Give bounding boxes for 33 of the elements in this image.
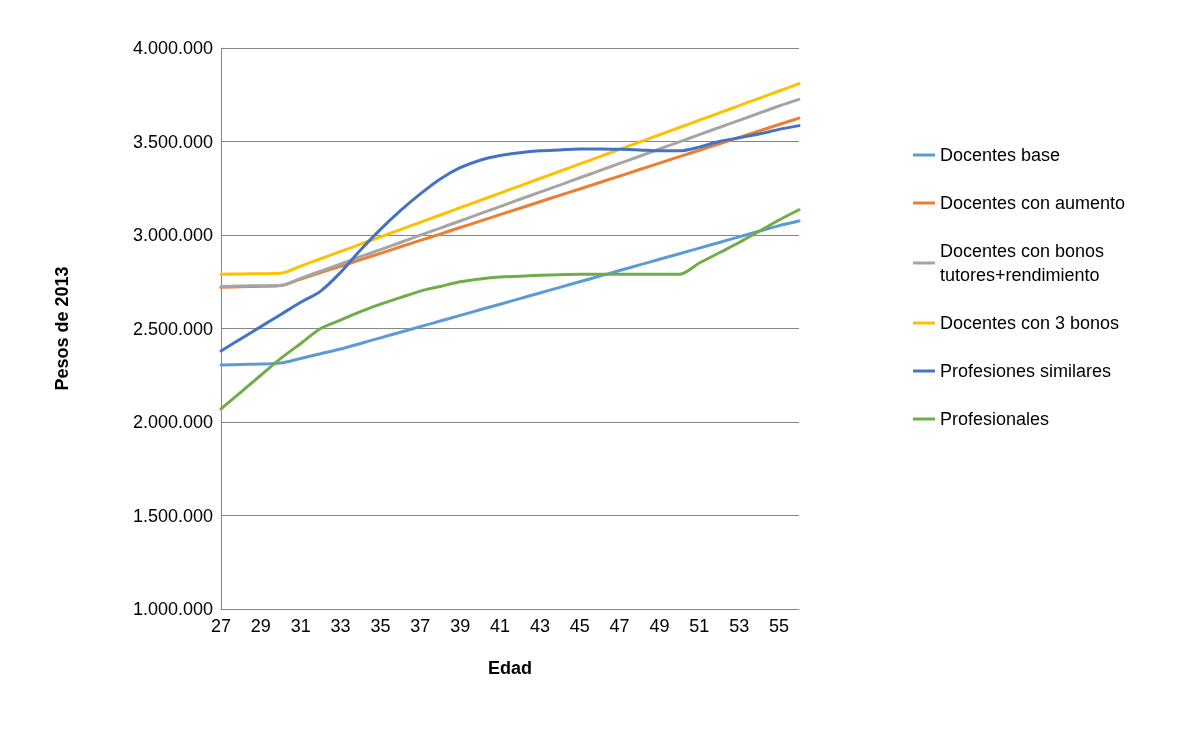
x-tick-label: 31 [290,616,311,636]
legend-label: Docentes base [940,145,1061,165]
y-tick-label: 2.500.000 [132,318,213,339]
x-tick-label: 37 [410,616,431,636]
x-tick-label: 49 [649,616,670,636]
legend-label: Docentes con aumento [940,193,1126,213]
x-tick-label: 27 [210,616,232,636]
x-tick-label: 53 [729,616,750,636]
x-tick-label: 51 [689,616,710,636]
x-tick-label: 33 [330,616,351,636]
line-series [219,124,801,353]
x-tick-label: 47 [609,616,630,636]
x-tick-label: 35 [370,616,391,636]
x-tick-label: 39 [450,616,471,636]
y-tick-label: 3.000.000 [132,225,213,245]
y-tick-label: 1.500.000 [132,505,213,526]
y-tick-label: 1.000.000 [132,599,213,619]
line-series [219,219,801,367]
y-tick-label: 4.000.000 [132,38,213,58]
line-series [219,208,801,411]
y-tick-label: 2.000.000 [132,412,213,432]
y-axis-title: Pesos de 2013 [52,266,72,391]
x-tick-label: 41 [490,616,511,636]
legend-label: Profesionales [940,409,1050,429]
legend-label: Profesiones similares [940,361,1112,381]
x-tick-label: 29 [250,616,271,636]
x-axis-title: Edad [487,658,533,678]
x-tick-label: 45 [569,616,590,636]
legend-label: Docentes con 3 bonos [940,313,1120,333]
x-tick-label: 43 [529,616,550,636]
legend-label: Docentes con bonos tutores+rendimiento [940,241,1110,285]
x-tick-label: 55 [769,616,790,636]
y-tick-label: 3.500.000 [132,131,213,152]
